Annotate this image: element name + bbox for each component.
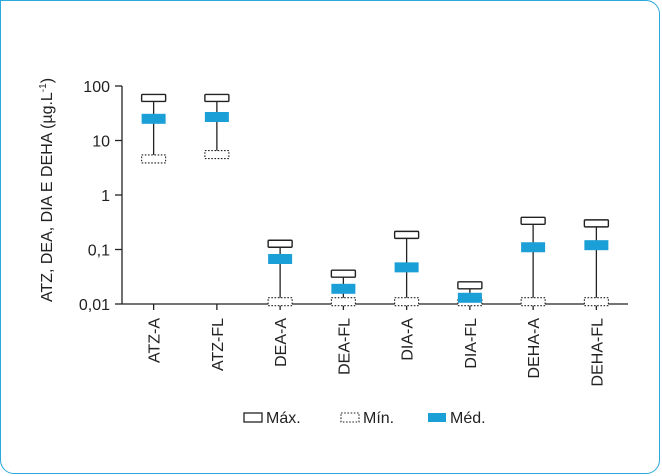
chart-axes: 100 10 1 0,1 0,01 ATZ-A ATZ-FL DEA-A DEA-FL DIA-A…	[79, 79, 628, 386]
max-marker	[140, 93, 167, 103]
min-marker	[520, 297, 546, 307]
legend-label: Méd.	[450, 410, 486, 427]
x-tick-label: DIA-A	[400, 318, 417, 361]
y-tick-label: 0,1	[88, 243, 110, 260]
min-marker	[583, 297, 609, 307]
median-marker	[584, 240, 609, 251]
y-axis-label-superscript: -1	[38, 83, 49, 92]
min-marker	[141, 154, 167, 164]
y-tick-label: 0,01	[79, 297, 110, 314]
x-tick-label: DEA-FL	[336, 318, 353, 375]
median-marker	[521, 242, 546, 253]
x-tick-label: ATZ-A	[147, 318, 164, 363]
max-marker	[393, 230, 420, 240]
max-marker	[583, 219, 610, 228]
x-tick-label: DEHA-FL	[589, 318, 606, 387]
min-marker	[394, 297, 420, 307]
y-axis-label-text: ATZ, DEA, DIA E DEHA (µg.L	[39, 92, 56, 302]
max-marker	[457, 281, 483, 290]
legend-swatch-median	[428, 413, 446, 422]
min-marker	[204, 150, 230, 160]
median-marker	[141, 113, 166, 124]
y-axis-label-close: )	[39, 78, 56, 83]
x-tick-label: DIA-FL	[463, 318, 480, 369]
median-marker	[204, 111, 229, 122]
y-tick-label: 100	[83, 79, 110, 96]
x-tick-label: ATZ-FL	[210, 318, 227, 371]
legend-swatch-max	[243, 412, 263, 423]
median-marker	[331, 283, 356, 294]
min-marker	[267, 297, 293, 307]
median-marker	[457, 292, 482, 303]
y-axis-label-group: ATZ, DEA, DIA E DEHA (µg.L-1)	[38, 78, 56, 302]
x-tick-label: DEA-A	[273, 318, 290, 367]
legend-swatch-min	[340, 412, 360, 423]
legend-label: Máx.	[266, 410, 301, 427]
x-tick-label: DEHA-A	[526, 318, 543, 379]
max-marker	[520, 216, 546, 225]
chart-marks	[140, 93, 610, 307]
y-axis-label: ATZ, DEA, DIA E DEHA (µg.L-1)	[38, 78, 56, 302]
median-marker	[394, 262, 419, 273]
max-marker	[330, 269, 357, 278]
median-marker	[268, 253, 293, 264]
y-tick-label: 1	[101, 188, 110, 205]
legend-label: Mín.	[363, 410, 394, 427]
max-marker	[267, 239, 293, 248]
y-tick-label: 10	[92, 134, 110, 151]
min-marker	[330, 297, 356, 307]
chart-legend: Máx. Mín. Méd.	[243, 410, 486, 427]
max-marker	[204, 93, 230, 103]
